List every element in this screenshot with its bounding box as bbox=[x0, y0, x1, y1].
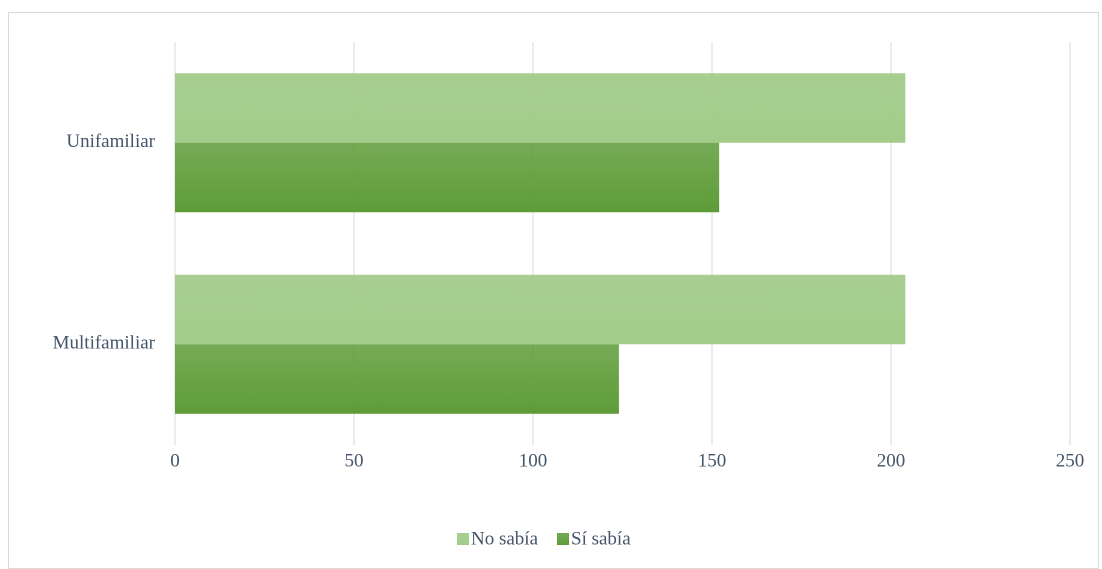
bar bbox=[175, 142, 720, 213]
legend-label: No sabía bbox=[471, 528, 539, 549]
x-tick-label: 50 bbox=[345, 450, 364, 471]
y-tick-label: Unifamiliar bbox=[66, 131, 155, 152]
x-tick-label: 200 bbox=[877, 450, 906, 471]
legend-swatch bbox=[457, 533, 469, 545]
x-tick-label: 150 bbox=[698, 450, 727, 471]
bar bbox=[175, 274, 906, 345]
y-tick-label: Multifamiliar bbox=[53, 333, 156, 354]
x-tick-label: 0 bbox=[170, 450, 180, 471]
legend-swatch bbox=[557, 533, 569, 545]
x-tick-label: 250 bbox=[1056, 450, 1085, 471]
bar bbox=[175, 344, 619, 414]
x-tick-label: 100 bbox=[519, 450, 548, 471]
bar bbox=[175, 73, 906, 143]
legend-label: Sí sabía bbox=[571, 528, 631, 549]
